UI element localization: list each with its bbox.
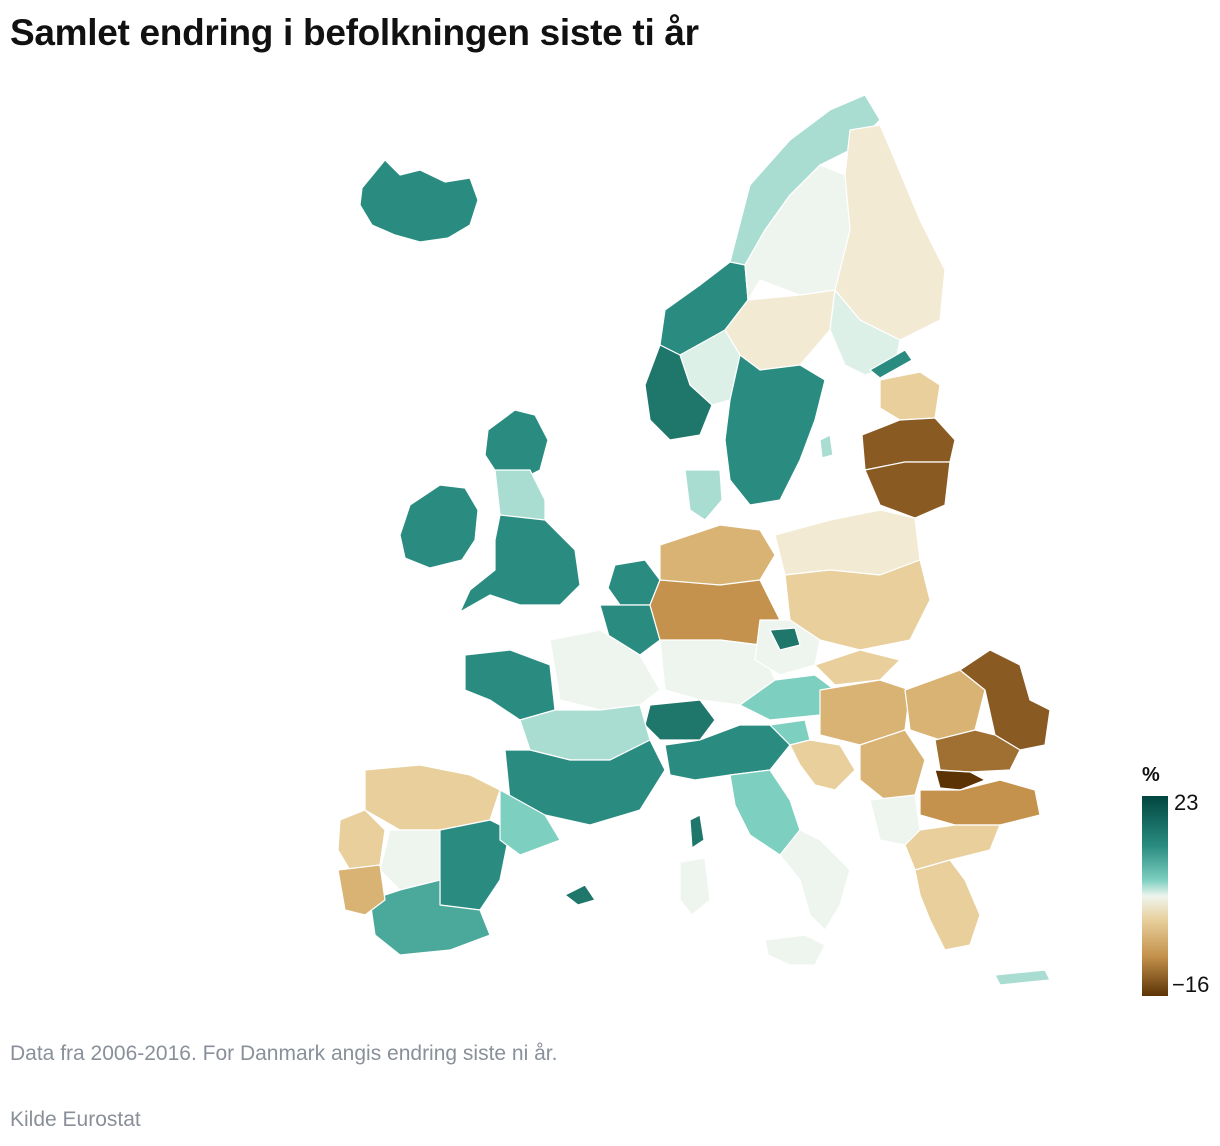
- region-italy-south[interactable]: [779, 829, 851, 931]
- region-denmark[interactable]: [684, 469, 723, 521]
- region-spain-central[interactable]: [379, 829, 441, 891]
- legend-min-label: −16: [1172, 972, 1210, 997]
- region-norway-south[interactable]: [644, 344, 713, 441]
- legend-unit-label: %: [1142, 764, 1160, 786]
- region-sweden-south[interactable]: [724, 354, 826, 506]
- region-balearic[interactable]: [564, 884, 596, 906]
- region-portugal-north[interactable]: [337, 809, 386, 871]
- region-corsica[interactable]: [689, 814, 705, 849]
- source-credit: Kilde Eurostat: [10, 1108, 141, 1131]
- map-title: Samlet endring i befolkningen siste ti å…: [10, 12, 699, 53]
- data-note: Data fra 2006-2016. For Danmark angis en…: [10, 1042, 558, 1065]
- europe-choropleth-map: [337, 94, 1051, 986]
- region-prague[interactable]: [769, 627, 801, 651]
- region-sicily[interactable]: [764, 934, 826, 966]
- region-uk-scotland[interactable]: [484, 409, 549, 481]
- region-italy-north[interactable]: [664, 724, 791, 781]
- region-spain-south[interactable]: [369, 879, 491, 956]
- region-switzerland[interactable]: [644, 699, 716, 741]
- region-estonia[interactable]: [879, 371, 941, 421]
- region-lithuania[interactable]: [864, 461, 951, 519]
- region-romania-north[interactable]: [959, 649, 1051, 751]
- region-greece-south[interactable]: [914, 859, 981, 951]
- color-legend: % 23 −16: [1138, 760, 1218, 1000]
- region-slovakia[interactable]: [814, 649, 901, 686]
- region-iceland[interactable]: [359, 159, 479, 243]
- region-gotland[interactable]: [819, 434, 834, 459]
- region-portugal-south[interactable]: [337, 864, 386, 916]
- region-finland-west-coast[interactable]: [869, 349, 913, 379]
- region-ireland[interactable]: [399, 484, 479, 569]
- region-crete[interactable]: [994, 969, 1051, 986]
- region-bulgaria[interactable]: [919, 779, 1041, 826]
- region-germany-north[interactable]: [659, 524, 776, 586]
- region-romania-teleorman[interactable]: [934, 769, 986, 791]
- region-uk-england[interactable]: [459, 514, 581, 613]
- region-sardinia[interactable]: [679, 857, 711, 916]
- region-croatia[interactable]: [789, 739, 856, 791]
- region-catalonia[interactable]: [499, 789, 561, 856]
- region-poland-north[interactable]: [774, 509, 921, 576]
- region-spain-north[interactable]: [364, 764, 501, 831]
- region-france-northwest[interactable]: [464, 649, 556, 721]
- legend-max-label: 23: [1174, 790, 1199, 815]
- legend-gradient-bar: [1142, 796, 1168, 996]
- region-finland-north[interactable]: [834, 124, 946, 341]
